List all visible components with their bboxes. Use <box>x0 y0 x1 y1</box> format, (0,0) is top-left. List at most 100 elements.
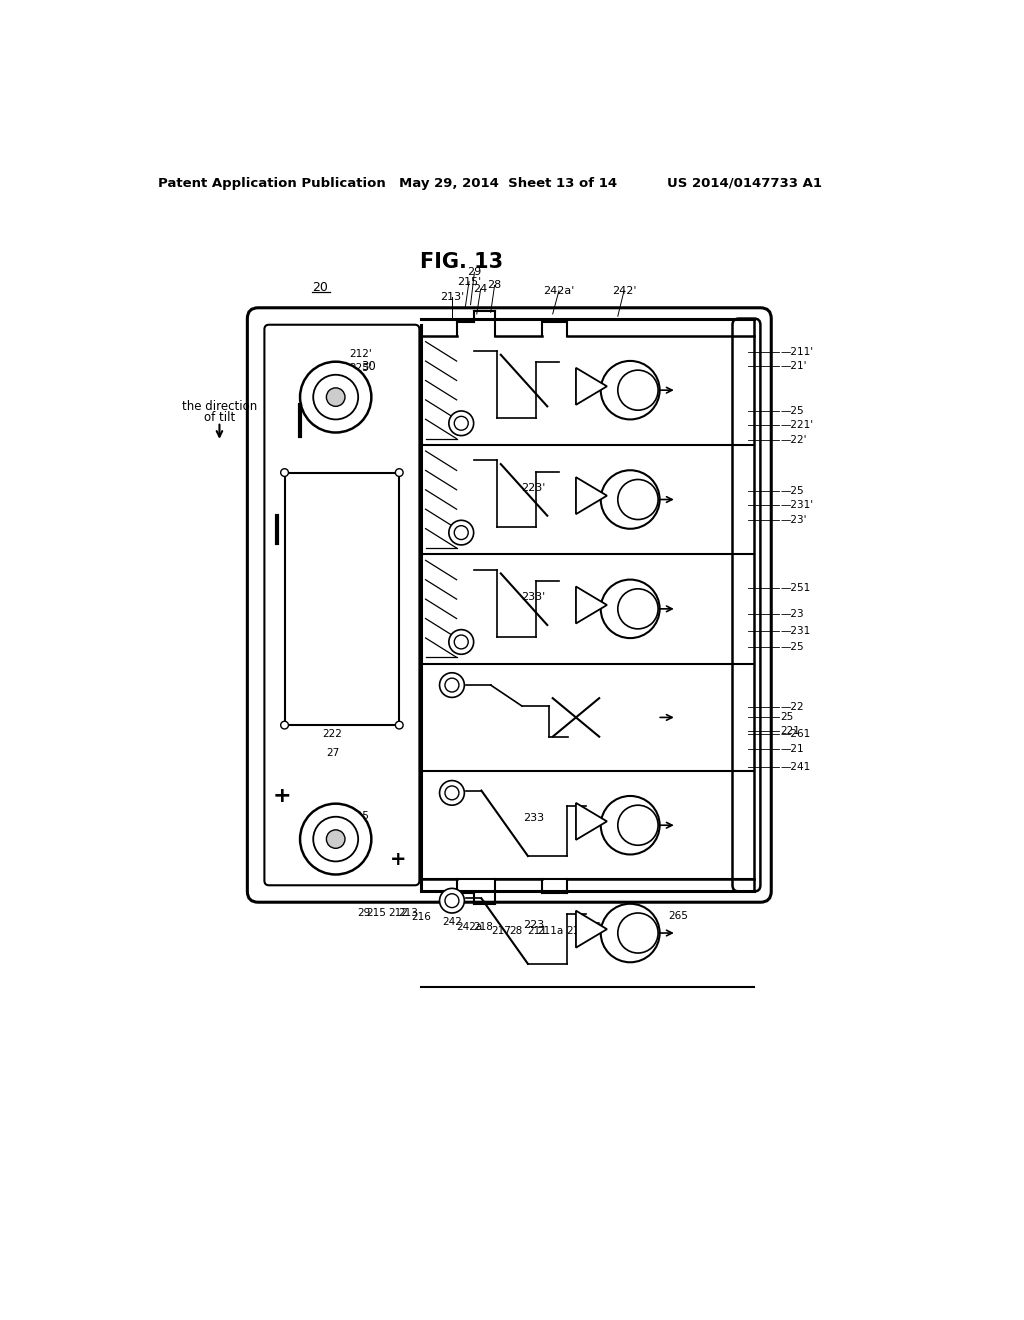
Text: 242: 242 <box>442 917 462 927</box>
Text: 242': 242' <box>611 286 636 296</box>
Circle shape <box>601 470 659 529</box>
Circle shape <box>445 894 459 908</box>
Text: 212: 212 <box>388 908 408 917</box>
Text: 214: 214 <box>566 927 586 936</box>
Text: —25: —25 <box>780 407 804 416</box>
Circle shape <box>617 913 658 953</box>
Text: —23: —23 <box>780 610 804 619</box>
Text: 24: 24 <box>594 921 607 932</box>
Text: —251: —251 <box>780 583 811 593</box>
Text: 215: 215 <box>366 908 386 917</box>
Text: —231: —231 <box>780 626 811 636</box>
Circle shape <box>395 721 403 729</box>
Text: 25: 25 <box>780 713 794 722</box>
Text: 232: 232 <box>323 672 343 682</box>
Circle shape <box>617 589 658 628</box>
Circle shape <box>445 678 459 692</box>
Circle shape <box>300 804 372 875</box>
Text: 24: 24 <box>473 284 487 294</box>
Circle shape <box>617 370 658 411</box>
Text: 211a: 211a <box>538 927 563 936</box>
Text: 222: 222 <box>323 730 343 739</box>
Text: 216: 216 <box>411 912 431 921</box>
Circle shape <box>313 375 358 420</box>
Text: 233: 233 <box>523 813 544 822</box>
Polygon shape <box>575 478 607 515</box>
Text: May 29, 2014  Sheet 13 of 14: May 29, 2014 Sheet 13 of 14 <box>398 177 616 190</box>
Text: 213: 213 <box>398 908 419 917</box>
Text: —261: —261 <box>780 730 811 739</box>
Polygon shape <box>575 911 607 948</box>
Polygon shape <box>575 586 607 623</box>
Circle shape <box>601 360 659 420</box>
Circle shape <box>455 525 468 540</box>
Circle shape <box>439 673 464 697</box>
Text: 265: 265 <box>669 911 688 921</box>
Text: 213': 213' <box>440 292 464 302</box>
Circle shape <box>281 721 289 729</box>
Text: +: + <box>272 785 291 807</box>
Text: 233': 233' <box>521 593 546 602</box>
Text: 20: 20 <box>312 281 328 294</box>
Text: —231': —231' <box>780 500 814 510</box>
Text: 235: 235 <box>323 653 343 664</box>
Text: +: + <box>389 850 406 869</box>
Text: —241: —241 <box>780 762 811 772</box>
Circle shape <box>455 416 468 430</box>
Polygon shape <box>575 368 607 405</box>
Circle shape <box>449 411 474 436</box>
Circle shape <box>439 780 464 805</box>
Text: 242a': 242a' <box>543 286 574 296</box>
Text: 223: 223 <box>522 920 544 931</box>
Bar <box>285 473 399 725</box>
Text: 28: 28 <box>487 280 502 290</box>
Text: 29: 29 <box>467 268 481 277</box>
Text: FIG. 13: FIG. 13 <box>420 252 503 272</box>
Text: 212': 212' <box>349 348 372 359</box>
Circle shape <box>300 362 372 433</box>
Text: —221': —221' <box>780 420 814 430</box>
Circle shape <box>455 635 468 649</box>
Text: 225': 225' <box>349 363 372 372</box>
FancyBboxPatch shape <box>248 308 771 903</box>
Text: 30: 30 <box>360 360 376 372</box>
Text: 222': 222' <box>346 500 369 510</box>
Circle shape <box>617 479 658 520</box>
Text: —21': —21' <box>780 362 807 371</box>
Text: —23': —23' <box>780 515 807 525</box>
Circle shape <box>601 904 659 962</box>
Text: —22: —22 <box>780 702 804 711</box>
Text: 223': 223' <box>521 483 546 492</box>
Text: 29: 29 <box>357 908 371 917</box>
Circle shape <box>439 888 464 913</box>
Text: —22': —22' <box>780 436 807 445</box>
Text: —25: —25 <box>780 643 804 652</box>
Text: 235': 235' <box>322 564 344 573</box>
FancyBboxPatch shape <box>264 325 420 886</box>
Text: 27: 27 <box>326 748 339 758</box>
Circle shape <box>313 817 358 862</box>
Circle shape <box>327 830 345 849</box>
Text: 215': 215' <box>457 277 481 286</box>
Text: 225: 225 <box>349 810 369 821</box>
Text: 218: 218 <box>473 921 493 932</box>
Text: of tilt: of tilt <box>204 411 236 424</box>
Circle shape <box>395 469 403 477</box>
Circle shape <box>601 579 659 638</box>
Text: 251a: 251a <box>319 619 346 628</box>
Circle shape <box>281 469 289 477</box>
Text: —211': —211' <box>780 347 814 358</box>
Text: 217: 217 <box>492 927 511 936</box>
Text: —21: —21 <box>780 744 804 754</box>
Circle shape <box>617 805 658 845</box>
Text: Patent Application Publication: Patent Application Publication <box>158 177 385 190</box>
Text: 221: 221 <box>780 726 801 737</box>
Text: US 2014/0147733 A1: US 2014/0147733 A1 <box>667 177 821 190</box>
Circle shape <box>445 785 459 800</box>
Polygon shape <box>575 803 607 840</box>
Text: 232': 232' <box>322 579 344 590</box>
Circle shape <box>449 630 474 655</box>
Text: 242a: 242a <box>456 921 482 932</box>
Text: 28: 28 <box>509 927 522 936</box>
FancyBboxPatch shape <box>732 318 761 891</box>
